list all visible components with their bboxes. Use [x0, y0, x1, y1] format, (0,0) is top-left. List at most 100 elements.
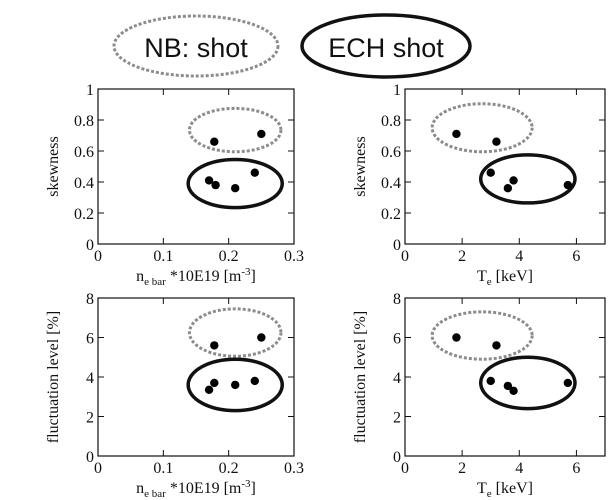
chart-panel-top-left: 0 0.1 0.2 0.3 0 0.2 0.4 0.6 0.8 1 skewness ne bar *… — [45, 82, 304, 288]
ech-data-point — [231, 380, 240, 390]
y-tick-label: 4 — [393, 370, 401, 387]
y-tick-label: 8 — [86, 291, 94, 308]
legend-ech-label: ECH shot — [328, 33, 444, 63]
y-tick-label: 0.4 — [381, 175, 401, 192]
x-tick-label: 0 — [401, 460, 409, 477]
ech-group-ellipse — [478, 355, 577, 411]
x-axis-label-rest: *10E19 [m — [166, 480, 242, 497]
x-axis-label-sup: -3 — [241, 478, 251, 490]
nb-data-point — [452, 333, 461, 342]
legend-ech-ellipse — [300, 13, 472, 79]
nb-data-point — [492, 341, 501, 350]
x-axis-label-sub: e — [487, 276, 492, 288]
y-axis-label: skewness — [45, 136, 62, 196]
x-tick-label: 0.1 — [153, 248, 173, 265]
nb-data-point — [257, 333, 266, 342]
y-tick-label: 4 — [86, 370, 94, 387]
x-tick-label: 0.2 — [219, 460, 239, 477]
y-tick-label: 1 — [86, 82, 94, 99]
x-tick-label: 4 — [515, 248, 523, 265]
x-axis-label: ne bar *10E19 [m-3] — [136, 266, 256, 288]
x-axis-label-main: T — [477, 480, 487, 497]
nb-group-ellipse — [430, 102, 534, 154]
y-axis-label: skewness — [352, 136, 369, 196]
chart-panel-top-right: 0 2 4 6 0 0.2 0.4 0.6 0.8 1 skewness Te [keV] — [352, 82, 606, 288]
x-axis-label-sup: -3 — [241, 266, 251, 278]
x-tick-label: 0.3 — [284, 248, 304, 265]
chart-panel-bottom-right: 0 2 4 6 0 2 4 6 8 fluctuation level [%] Te [keV] — [352, 291, 606, 500]
y-axis-label: fluctuation level [%] — [45, 311, 62, 443]
ech-group-ellipse — [186, 157, 284, 210]
legend: NB: shot ECH shot — [112, 13, 472, 79]
ech-data-point — [563, 378, 573, 388]
y-tick-label: 1 — [393, 82, 401, 99]
y-tick-label: 0.4 — [74, 175, 94, 192]
x-axis-label: ne bar *10E19 [m-3] — [136, 478, 256, 500]
ech-data-point — [211, 180, 220, 190]
x-axis-label-sub: e bar — [144, 276, 166, 288]
ech-data-point — [503, 184, 513, 193]
x-tick-label: 2 — [458, 248, 466, 265]
x-tick-label: 0 — [401, 248, 409, 265]
y-tick-label: 2 — [393, 410, 401, 427]
x-axis-label-rest: [keV] — [492, 480, 533, 497]
plot-frame — [97, 88, 295, 245]
ech-data-point — [503, 381, 513, 391]
y-tick-label: 0.8 — [381, 113, 401, 130]
ech-data-point — [509, 386, 518, 396]
x-axis-label-rest: [keV] — [492, 268, 533, 285]
nb-data-point — [210, 341, 219, 350]
x-axis-label-sub: e — [487, 488, 492, 500]
x-axis-label-main: n — [136, 480, 144, 497]
x-tick-label: 6 — [572, 460, 580, 477]
y-tick-label: 0.2 — [74, 206, 94, 223]
x-axis-label-main: T — [477, 268, 487, 285]
y-tick-label: 0 — [86, 449, 94, 466]
y-tick-label: 0 — [393, 237, 401, 254]
nb-data-point — [452, 129, 461, 139]
ech-data-point — [250, 376, 259, 386]
nb-data-point — [210, 137, 219, 146]
y-tick-label: 0.8 — [74, 113, 94, 130]
nb-group-ellipse — [187, 307, 283, 358]
ech-data-point — [250, 168, 259, 177]
legend-nb-ellipse — [112, 14, 280, 78]
nb-group-ellipse — [430, 310, 534, 361]
x-tick-label: 2 — [458, 460, 466, 477]
x-axis-label-main: n — [136, 268, 144, 285]
x-tick-label: 0.1 — [153, 460, 173, 477]
ech-data-point — [509, 176, 518, 185]
chart-panel-bottom-left: 0 0.1 0.2 0.3 0 2 4 6 8 fluctuation level [%] ne b… — [45, 291, 304, 500]
legend-nb-label: NB: shot — [144, 33, 248, 63]
x-axis-label-end: ] — [251, 268, 256, 285]
ech-data-point — [486, 376, 495, 386]
x-tick-label: 0 — [94, 248, 102, 265]
y-tick-label: 8 — [393, 291, 401, 308]
ech-data-point — [204, 176, 214, 185]
y-tick-label: 0 — [393, 449, 401, 466]
ech-data-point — [486, 168, 495, 177]
x-axis-label: Te [keV] — [477, 268, 533, 288]
x-tick-label: 0.2 — [219, 248, 239, 265]
plot-frame — [404, 88, 606, 245]
nb-data-point — [492, 137, 501, 146]
x-axis-label-rest: *10E19 [m — [166, 268, 242, 285]
x-axis-label: Te [keV] — [477, 480, 533, 500]
x-axis-label-sub: e bar — [144, 488, 166, 500]
nb-group-ellipse — [187, 106, 283, 154]
ech-data-point — [204, 385, 214, 395]
ech-group-ellipse — [478, 153, 577, 205]
ech-data-point — [231, 184, 240, 193]
x-tick-label: 0 — [94, 460, 102, 477]
y-tick-label: 0.6 — [74, 144, 94, 161]
ech-data-point — [563, 180, 573, 190]
y-tick-label: 6 — [393, 331, 401, 348]
x-axis-label-end: ] — [251, 480, 256, 497]
ech-data-point — [210, 378, 219, 388]
x-tick-label: 0.3 — [284, 460, 304, 477]
plot-frame — [97, 297, 295, 457]
y-tick-label: 0.2 — [381, 206, 401, 223]
y-tick-label: 0.6 — [381, 144, 401, 161]
